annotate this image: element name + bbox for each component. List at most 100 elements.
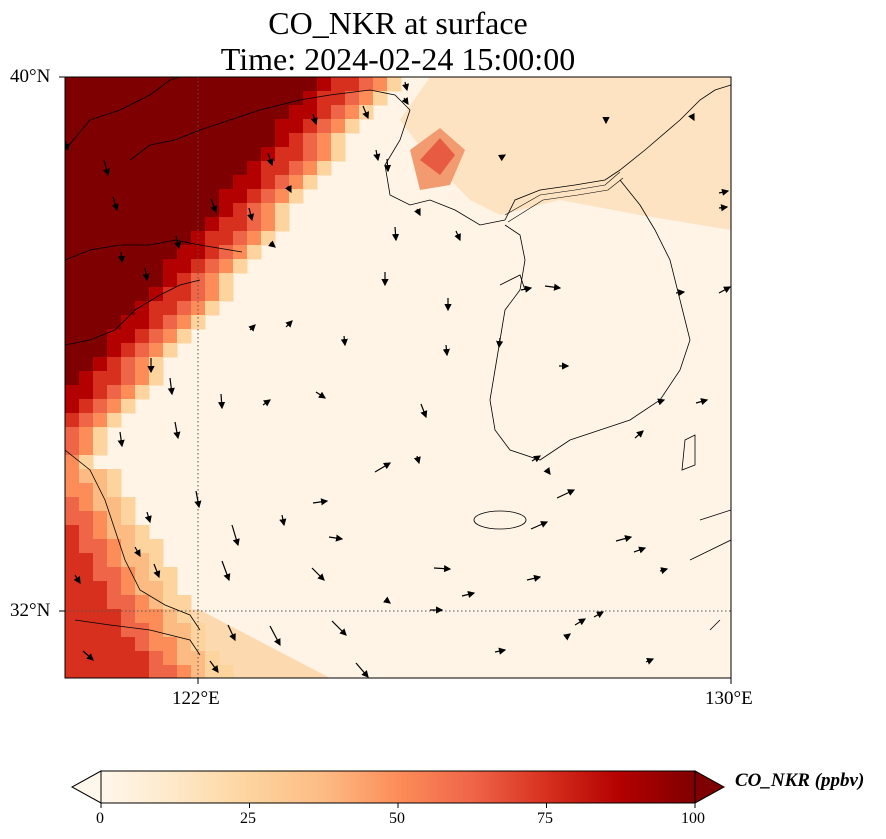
field-cell xyxy=(121,203,136,218)
field-cell xyxy=(289,175,304,190)
field-cell xyxy=(135,175,150,190)
field-cell xyxy=(79,441,94,456)
field-cell xyxy=(93,539,108,554)
field-cell xyxy=(135,77,150,92)
field-cell xyxy=(79,595,94,610)
field-cell xyxy=(149,609,164,624)
field-cell xyxy=(163,329,178,344)
field-cell xyxy=(191,105,206,120)
field-cell xyxy=(177,637,192,652)
field-cell xyxy=(79,329,94,344)
field-cell xyxy=(163,637,178,652)
wind-arrow xyxy=(210,198,218,214)
field-cell xyxy=(275,147,290,162)
field-cell xyxy=(107,651,122,666)
field-cell xyxy=(289,77,304,92)
field-cell xyxy=(65,539,80,554)
wind-arrow xyxy=(102,159,110,177)
field-cell xyxy=(93,91,108,106)
field-cell xyxy=(261,161,276,176)
field-cell xyxy=(233,175,248,190)
field-cell xyxy=(205,133,220,148)
wind-arrow xyxy=(718,204,729,212)
field-cell xyxy=(205,161,220,176)
wind-arrow xyxy=(217,393,226,410)
wind-arrow xyxy=(231,524,240,547)
field-cell xyxy=(247,133,262,148)
field-cell xyxy=(331,147,346,162)
field-cell xyxy=(107,497,122,512)
field-cell xyxy=(163,161,178,176)
field-cell xyxy=(317,161,332,176)
field-cell xyxy=(205,259,220,274)
field-cell xyxy=(121,245,136,260)
field-cell xyxy=(177,259,192,274)
wind-arrow xyxy=(221,560,231,582)
field-cell xyxy=(79,245,94,260)
wind-arrow xyxy=(496,337,504,349)
field-cell xyxy=(317,91,332,106)
field-cell xyxy=(121,343,136,358)
field-cell xyxy=(317,147,332,162)
field-cell xyxy=(107,399,122,414)
field-cell xyxy=(177,651,192,666)
wind-arrow xyxy=(401,97,409,105)
colorbar-tick-75: 75 xyxy=(537,810,553,827)
field-cell xyxy=(233,161,248,176)
field-cell xyxy=(121,623,136,638)
field-cell xyxy=(121,497,136,512)
field-cell xyxy=(177,595,192,610)
field-cell xyxy=(121,259,136,274)
field-cell xyxy=(247,91,262,106)
field-cell xyxy=(359,77,374,92)
field-cell xyxy=(121,217,136,232)
field-cell xyxy=(107,161,122,176)
wind-arrow xyxy=(498,154,507,162)
field-cell xyxy=(261,91,276,106)
field-cell xyxy=(135,217,150,232)
field-cell xyxy=(177,133,192,148)
field-cell xyxy=(79,637,94,652)
field-cell xyxy=(289,91,304,106)
field-cell xyxy=(177,287,192,302)
wind-arrow xyxy=(227,624,236,642)
field-cell xyxy=(177,665,192,678)
wind-arrow xyxy=(543,467,551,475)
wind-arrow xyxy=(383,158,392,173)
field-cell xyxy=(219,175,234,190)
wind-arrow xyxy=(433,565,452,573)
field-cell xyxy=(289,147,304,162)
field-cell xyxy=(79,567,94,582)
field-cell xyxy=(373,77,388,92)
field-cell xyxy=(177,105,192,120)
field-cell xyxy=(163,259,178,274)
field-cell xyxy=(121,231,136,246)
field-cell xyxy=(317,119,332,134)
field-cell xyxy=(219,77,234,92)
field-cell xyxy=(303,175,318,190)
field-cell xyxy=(121,595,136,610)
field-cell xyxy=(275,77,290,92)
field-cell xyxy=(191,77,206,92)
wind-arrow xyxy=(328,534,344,542)
field-cell xyxy=(121,133,136,148)
field-cell xyxy=(93,427,108,442)
field-cell xyxy=(107,539,122,554)
field-cell xyxy=(163,245,178,260)
wind-arrow xyxy=(461,590,476,598)
field-cell xyxy=(177,315,192,330)
field-cell xyxy=(233,147,248,162)
field-cell xyxy=(79,77,94,92)
field-cell xyxy=(219,231,234,246)
field-cell xyxy=(93,217,108,232)
field-cell xyxy=(79,483,94,498)
field-cell xyxy=(121,511,136,526)
field-cell xyxy=(121,175,136,190)
wind-arrow xyxy=(454,230,461,242)
field-cell xyxy=(93,231,108,246)
field-cell xyxy=(261,77,276,92)
field-cell xyxy=(65,343,80,358)
field-cell xyxy=(149,343,164,358)
field-cell xyxy=(107,665,122,678)
field-cell xyxy=(135,623,150,638)
